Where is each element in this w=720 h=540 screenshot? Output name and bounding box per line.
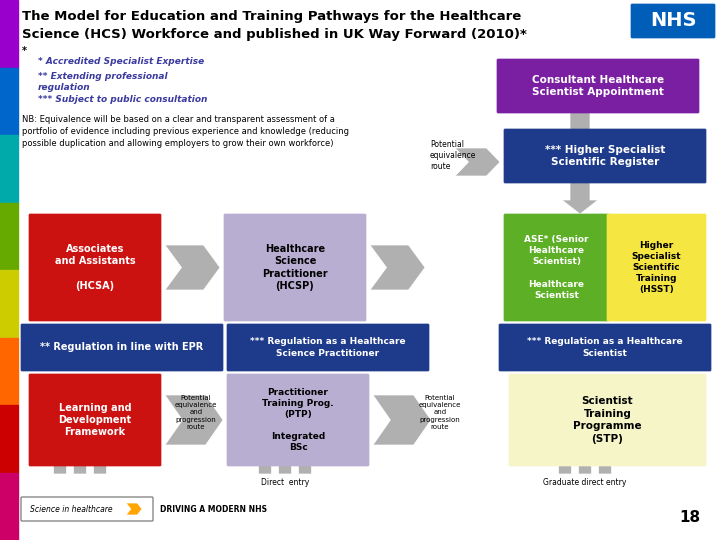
FancyBboxPatch shape — [504, 129, 706, 183]
Text: ** Extending professional
regulation: ** Extending professional regulation — [38, 72, 168, 92]
FancyBboxPatch shape — [631, 4, 715, 38]
Bar — [0, 405, 18, 472]
Text: Potential
equivalence
route: Potential equivalence route — [430, 140, 477, 171]
Text: Healthcare
Science
Practitioner
(HCSP): Healthcare Science Practitioner (HCSP) — [262, 244, 328, 291]
FancyBboxPatch shape — [227, 324, 429, 371]
Text: Consultant Healthcare
Scientist Appointment: Consultant Healthcare Scientist Appointm… — [532, 75, 664, 97]
Text: Science (HCS) Workforce and published in UK Way Forward (2010)*: Science (HCS) Workforce and published in… — [22, 28, 527, 41]
Text: Potential
equivalence
and
progression
route: Potential equivalence and progression ro… — [175, 395, 217, 430]
Text: Learning and
Development
Framework: Learning and Development Framework — [58, 403, 132, 437]
Polygon shape — [373, 395, 431, 445]
Bar — [0, 0, 18, 68]
Text: *** Regulation as a Healthcare
Science Practitioner: *** Regulation as a Healthcare Science P… — [250, 338, 406, 357]
Text: *** Higher Specialist
Scientific Register: *** Higher Specialist Scientific Registe… — [545, 145, 665, 167]
Bar — [0, 135, 18, 202]
FancyBboxPatch shape — [499, 324, 711, 371]
Bar — [0, 338, 18, 405]
Text: *** Subject to public consultation: *** Subject to public consultation — [38, 95, 207, 104]
Text: Practitioner
Training Prog.
(PTP)

Integrated
BSc: Practitioner Training Prog. (PTP) Integr… — [262, 388, 334, 453]
Text: The Model for Education and Training Pathways for the Healthcare: The Model for Education and Training Pat… — [22, 10, 521, 23]
FancyBboxPatch shape — [504, 214, 609, 321]
Text: *** Regulation as a Healthcare
Scientist: *** Regulation as a Healthcare Scientist — [527, 338, 683, 357]
Polygon shape — [299, 444, 312, 474]
Polygon shape — [279, 444, 292, 474]
Text: Direct  entry: Direct entry — [261, 478, 309, 487]
Bar — [0, 68, 18, 135]
Polygon shape — [578, 444, 592, 474]
Polygon shape — [559, 444, 572, 474]
Text: ** Regulation in line with EPR: ** Regulation in line with EPR — [40, 342, 204, 353]
Polygon shape — [598, 444, 611, 474]
Polygon shape — [94, 444, 107, 474]
FancyBboxPatch shape — [224, 214, 366, 321]
Bar — [0, 472, 18, 540]
Text: DRIVING A MODERN NHS: DRIVING A MODERN NHS — [160, 504, 267, 514]
Polygon shape — [562, 112, 598, 145]
Polygon shape — [73, 444, 86, 474]
Text: Associates
and Assistants

(HCSA): Associates and Assistants (HCSA) — [55, 244, 135, 291]
FancyBboxPatch shape — [607, 214, 706, 321]
Text: NHS: NHS — [649, 11, 696, 30]
Polygon shape — [562, 182, 598, 214]
Polygon shape — [165, 245, 220, 290]
FancyBboxPatch shape — [21, 324, 223, 371]
Polygon shape — [53, 444, 66, 474]
FancyBboxPatch shape — [509, 374, 706, 466]
Polygon shape — [455, 148, 500, 176]
FancyBboxPatch shape — [497, 59, 699, 113]
FancyBboxPatch shape — [29, 214, 161, 321]
Text: Higher
Specialist
Scientific
Training
(HSST): Higher Specialist Scientific Training (H… — [631, 241, 681, 294]
Text: * Accredited Specialist Expertise: * Accredited Specialist Expertise — [38, 57, 204, 66]
Polygon shape — [165, 395, 223, 445]
FancyBboxPatch shape — [29, 374, 161, 466]
Text: *: * — [22, 46, 27, 56]
Text: NB: Equivalence will be based on a clear and transparent assessment of a
portfol: NB: Equivalence will be based on a clear… — [22, 115, 349, 147]
Bar — [0, 270, 18, 338]
Text: Graduate direct entry: Graduate direct entry — [544, 478, 626, 487]
Text: Scientist
Training
Programme
(STP): Scientist Training Programme (STP) — [573, 396, 642, 443]
Polygon shape — [258, 444, 271, 474]
Text: 18: 18 — [679, 510, 700, 525]
Text: Science in healthcare: Science in healthcare — [30, 504, 112, 514]
Polygon shape — [370, 245, 425, 290]
FancyBboxPatch shape — [227, 374, 369, 466]
Text: ASE* (Senior
Healthcare
Scientist)

Healthcare
Scientist: ASE* (Senior Healthcare Scientist) Healt… — [524, 235, 589, 300]
Bar — [0, 202, 18, 270]
Polygon shape — [126, 503, 142, 515]
FancyBboxPatch shape — [21, 497, 153, 521]
Text: Potential
equivalence
and
progression
route: Potential equivalence and progression ro… — [419, 395, 462, 430]
